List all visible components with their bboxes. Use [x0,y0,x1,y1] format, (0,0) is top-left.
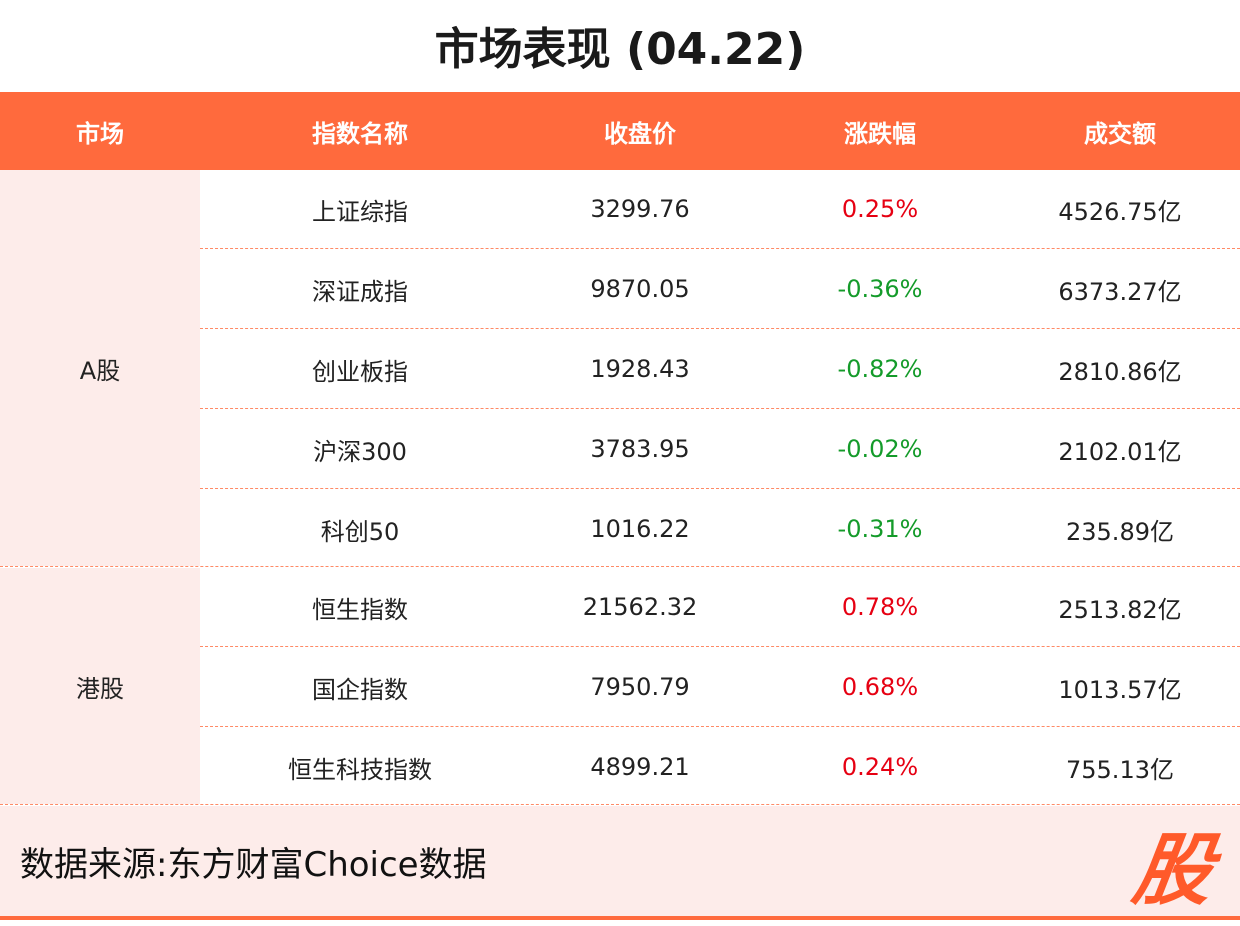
turnover: 235.89亿 [1066,517,1174,546]
change-percent: -0.02% [837,435,923,463]
index-name: 深证成指 [312,277,408,306]
table-bottom-divider [0,804,1240,805]
row-divider [200,726,1240,727]
turnover: 1013.57亿 [1058,675,1182,704]
bottom-rule [0,916,1240,920]
change-percent: 0.24% [841,753,919,781]
table-row: 沪深300 3783.95 -0.02% 2102.01亿 [200,410,1240,488]
table-row: 深证成指 9870.05 -0.36% 6373.27亿 [200,250,1240,328]
turnover: 6373.27亿 [1058,277,1182,306]
close-price: 7950.79 [590,673,690,701]
row-divider [200,488,1240,489]
index-name: 创业板指 [312,357,408,386]
change-percent: 0.78% [841,593,919,621]
change-percent: 0.25% [841,195,919,223]
stock-logo-icon: 股 [1127,826,1219,916]
table-row: 上证综指 3299.76 0.25% 4526.75亿 [200,170,1240,248]
page-title: 市场表现 (04.22) [434,24,806,75]
turnover: 2102.01亿 [1058,437,1182,466]
close-price: 21562.32 [582,593,698,621]
row-divider [200,408,1240,409]
turnover: 2513.82亿 [1058,595,1182,624]
turnover: 4526.75亿 [1058,197,1182,226]
row-divider [200,646,1240,647]
index-name: 沪深300 [313,437,407,466]
table-header: 市场 指数名称 收盘价 涨跌幅 成交额 [0,92,1240,170]
index-name: 恒生指数 [312,595,408,624]
column-header-change: 涨跌幅 [844,119,916,148]
close-price: 9870.05 [590,275,690,303]
column-header-index-name: 指数名称 [312,119,408,148]
market-label-a-share: A股 [0,170,200,566]
table-row: 创业板指 1928.43 -0.82% 2810.86亿 [200,330,1240,408]
change-percent: 0.68% [841,673,919,701]
index-name: 国企指数 [312,675,408,704]
market-label-hk: 港股 [0,568,200,804]
column-header-market: 市场 [76,119,124,148]
column-header-close: 收盘价 [604,119,676,148]
change-percent: -0.82% [837,355,923,383]
close-price: 3299.76 [590,195,690,223]
close-price: 3783.95 [590,435,690,463]
data-source-note: 数据来源:东方财富Choice数据 [20,844,487,885]
change-percent: -0.36% [837,275,923,303]
column-header-volume: 成交额 [1084,119,1156,148]
turnover: 2810.86亿 [1058,357,1182,386]
row-divider [200,248,1240,249]
close-price: 1016.22 [590,515,690,543]
close-price: 4899.21 [590,753,690,781]
close-price: 1928.43 [590,355,690,383]
footer: 数据来源:东方财富Choice数据 股 [0,806,1240,916]
index-name: 恒生科技指数 [288,755,432,784]
row-divider [200,328,1240,329]
table-row: 恒生科技指数 4899.21 0.24% 755.13亿 [200,728,1240,806]
table-row: 国企指数 7950.79 0.68% 1013.57亿 [200,648,1240,726]
index-name: 上证综指 [312,197,408,226]
index-name: 科创50 [320,517,400,546]
table-row: 恒生指数 21562.32 0.78% 2513.82亿 [200,568,1240,646]
table-row: 科创50 1016.22 -0.31% 235.89亿 [200,490,1240,568]
turnover: 755.13亿 [1066,755,1174,784]
change-percent: -0.31% [837,515,923,543]
group-divider [0,566,1240,567]
